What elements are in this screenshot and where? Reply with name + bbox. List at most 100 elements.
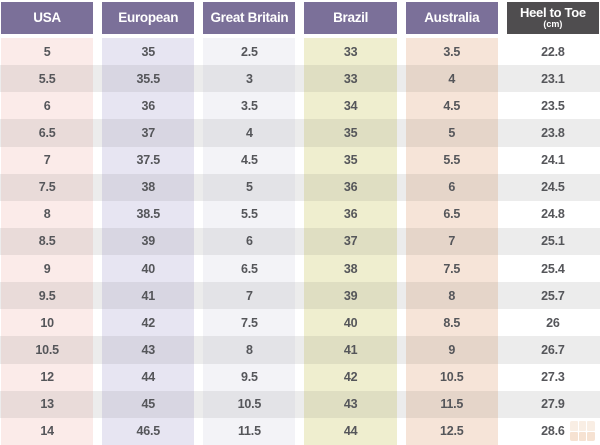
table-cell: 25.4 [506,255,599,283]
column-header-label: Great Britain [210,9,289,25]
table-cell: 4 [203,119,296,147]
table-row: 8 38.5 5.5 36 6.5 24.8 [0,200,600,228]
table-cell: 33 [304,65,397,93]
table-cell: 46.5 [102,417,195,445]
table-cell: 6 [203,227,296,256]
column-header-european: European [102,2,195,34]
table-cell: 43 [304,390,397,418]
table-cell: 22.8 [506,38,599,66]
table-row: 12 44 9.5 42 10.5 27.3 [0,363,600,391]
column-header-label: Australia [424,9,480,25]
table-cell: 41 [102,282,195,310]
table-cell: 25.1 [506,227,599,256]
table-cell: 5.5 [203,200,296,228]
table-cell: 5.5 [1,65,94,93]
table-cell: 37.5 [102,146,195,174]
table-cell: 24.1 [506,146,599,174]
table-row: 6.5 37 4 35 5 23.8 [0,119,600,147]
table-cell: 27.9 [506,390,599,418]
column-header-label: USA [33,9,61,25]
table-cell: 36 [304,173,397,201]
table-cell: 35.5 [102,65,195,93]
table-cell: 6.5 [405,200,498,228]
table-cell: 9 [405,336,498,364]
table-cell: 9.5 [1,282,94,310]
table-cell: 7 [405,227,498,256]
table-cell: 9.5 [203,363,296,391]
table-cell: 3 [203,65,296,93]
table-cell: 11.5 [203,417,296,445]
table-cell: 6 [405,173,498,201]
table-cell: 8.5 [405,309,498,337]
table-cell: 37 [304,227,397,256]
table-cell: 35 [304,119,397,147]
table-cell: 38 [304,255,397,283]
table-cell: 7.5 [1,173,94,201]
table-row: 9.5 41 7 39 8 25.7 [0,282,600,310]
table-cell: 37 [102,119,195,147]
table-cell: 42 [304,363,397,391]
table-cell: 43 [102,336,195,364]
table-cell: 11.5 [405,390,498,418]
table-cell: 2.5 [203,38,296,66]
table-cell: 40 [304,309,397,337]
table-cell: 45 [102,390,195,418]
table-cell: 8 [203,336,296,364]
table-cell: 28.6 [506,417,599,445]
column-header-great-britain: Great Britain [203,2,296,34]
table-cell: 38.5 [102,200,195,228]
table-cell: 6.5 [203,255,296,283]
table-cell: 44 [102,363,195,391]
table-cell: 34 [304,92,397,120]
table-cell: 23.1 [506,65,599,93]
table-header-row: USA European Great Britain Brazil Austra… [0,0,600,34]
table-cell: 4 [405,65,498,93]
table-cell: 4.5 [405,92,498,120]
table-cell: 42 [102,309,195,337]
column-header-australia: Australia [405,2,498,34]
table-cell: 8 [1,200,94,228]
table-cell: 7.5 [203,309,296,337]
table-cell: 23.8 [506,119,599,147]
table-cell: 12.5 [405,417,498,445]
table-cell: 36 [304,200,397,228]
table-cell: 24.8 [506,200,599,228]
table-cell: 35 [102,38,195,66]
table-row: 7 37.5 4.5 35 5.5 24.1 [0,146,600,174]
table-row: 13 45 10.5 43 11.5 27.9 [0,390,600,418]
table-cell: 35 [304,146,397,174]
table-cell: 4.5 [203,146,296,174]
table-cell: 3.5 [203,92,296,120]
table-row: 7.5 38 5 36 6 24.5 [0,173,600,201]
column-header-unit-label: (cm) [543,19,563,30]
table-cell: 5 [203,173,296,201]
table-cell: 10.5 [405,363,498,391]
table-row: 9 40 6.5 38 7.5 25.4 [0,255,600,283]
column-header-usa: USA [1,2,94,34]
table-cell: 24.5 [506,173,599,201]
table-row: 14 46.5 11.5 44 12.5 28.6 [0,417,600,445]
table-cell: 27.3 [506,363,599,391]
table-row: 5.5 35.5 3 33 4 23.1 [0,65,600,93]
column-header-label: Heel to Toe [520,5,586,21]
table-cell: 3.5 [405,38,498,66]
table-cell: 14 [1,417,94,445]
table-cell: 5.5 [405,146,498,174]
table-cell: 8.5 [1,227,94,256]
table-row: 8.5 39 6 37 7 25.1 [0,227,600,256]
table-cell: 39 [102,227,195,256]
table-cell: 5 [405,119,498,147]
table-cell: 41 [304,336,397,364]
table-cell: 25.7 [506,282,599,310]
table-cell: 12 [1,363,94,391]
table-cell: 44 [304,417,397,445]
table-cell: 33 [304,38,397,66]
table-cell: 10 [1,309,94,337]
table-cell: 7 [203,282,296,310]
table-cell: 10.5 [203,390,296,418]
table-row: 10 42 7.5 40 8.5 26 [0,309,600,337]
table-body: 5 35 2.5 33 3.5 22.8 5.5 35.5 3 33 4 23.1 6 36 3.5 34 4.… [0,38,600,445]
table-cell: 40 [102,255,195,283]
column-header-label: European [118,9,179,25]
